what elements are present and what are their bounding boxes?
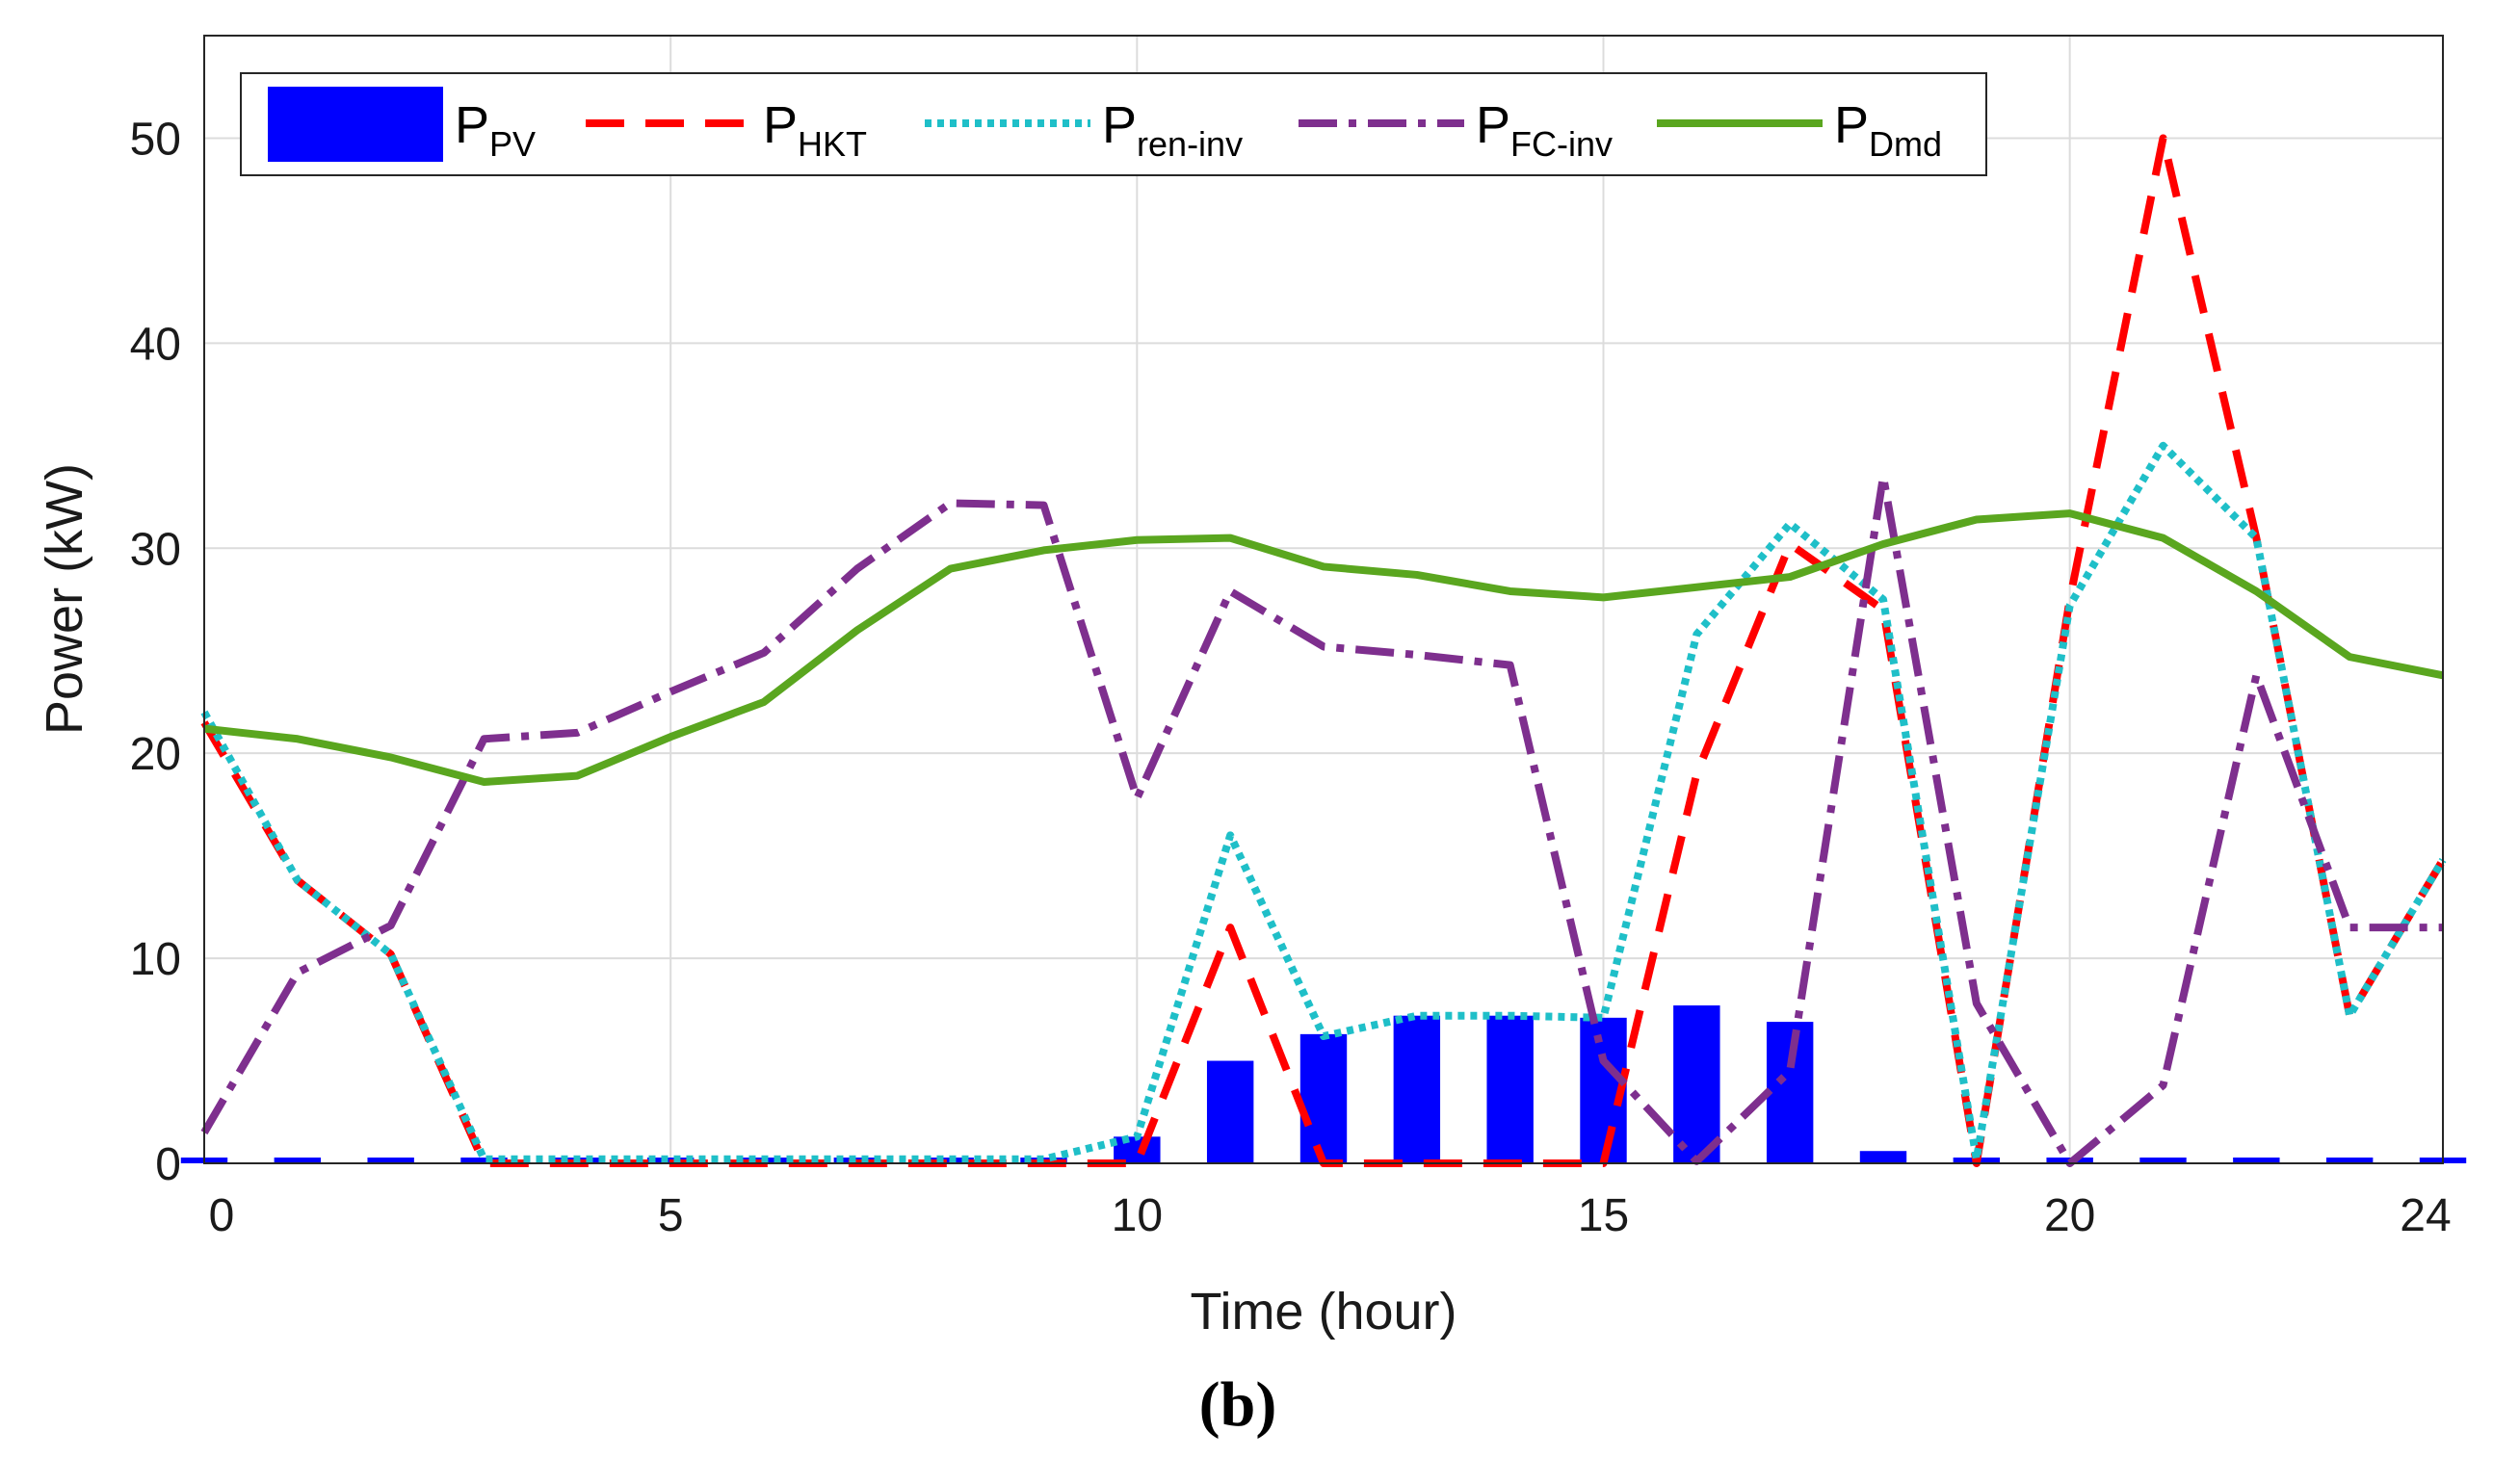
pv-bar bbox=[274, 1158, 322, 1163]
y-axis-label: Power (kW) bbox=[36, 463, 93, 735]
series-line-ren-inv bbox=[200, 441, 2447, 1163]
y-tick-label: 10 bbox=[130, 934, 181, 985]
pv-bar bbox=[2233, 1158, 2280, 1163]
legend-label-ren-inv: Pren-inv bbox=[1102, 96, 1243, 164]
y-tick-label: 0 bbox=[155, 1139, 181, 1190]
plot-frame bbox=[203, 35, 2444, 1164]
series-line-hkt bbox=[200, 134, 2447, 1167]
legend-label-hkt: PHKT bbox=[763, 96, 867, 164]
legend-label-pv: PPV bbox=[455, 96, 536, 164]
figure-caption: (b) bbox=[1199, 1369, 1277, 1440]
y-tick-label: 40 bbox=[130, 319, 181, 370]
legend-label-fc-inv: PFC-inv bbox=[1476, 96, 1613, 164]
pv-bar bbox=[2325, 1158, 2374, 1163]
pv-bar bbox=[1393, 1015, 1441, 1163]
y-tick-label: 50 bbox=[130, 114, 181, 165]
series-line-dmd bbox=[203, 509, 2444, 786]
pv-bar bbox=[1206, 1060, 1254, 1163]
grid-lines bbox=[204, 36, 2443, 1163]
pv-bar bbox=[1299, 1033, 1348, 1163]
pv-bar bbox=[460, 1158, 508, 1163]
pv-bar bbox=[1673, 1005, 1720, 1163]
x-axis-label: Time (hour) bbox=[1190, 1283, 1456, 1341]
x-tick-label: 0 bbox=[209, 1190, 235, 1241]
pv-bar bbox=[1114, 1136, 1161, 1163]
x-tick-label: 10 bbox=[1112, 1190, 1163, 1241]
y-tick-label: 30 bbox=[130, 524, 181, 575]
x-tick-label: 15 bbox=[1578, 1190, 1629, 1241]
x-tick-labels: 0 5 10 15 20 24 bbox=[209, 1190, 2452, 1241]
x-tick-label: 5 bbox=[658, 1190, 684, 1241]
x-tick-label: 20 bbox=[2044, 1190, 2095, 1241]
legend: PPV PHKT Pren-inv PFC-inv PDmd bbox=[240, 72, 1987, 176]
pv-bars bbox=[180, 1005, 2467, 1163]
pv-bar bbox=[2139, 1158, 2187, 1163]
y-tick-labels: 0 10 20 30 40 50 bbox=[130, 114, 181, 1190]
legend-label-dmd: PDmd bbox=[1834, 96, 1942, 164]
x-tick-label: 24 bbox=[2400, 1190, 2451, 1241]
pv-bar bbox=[1859, 1151, 1907, 1163]
y-tick-label: 20 bbox=[130, 729, 181, 780]
pv-bar bbox=[1486, 1015, 1534, 1163]
series-lines bbox=[200, 134, 2447, 1167]
pv-bar bbox=[1766, 1022, 1814, 1163]
legend-swatch-pv bbox=[268, 87, 443, 162]
pv-bar bbox=[367, 1158, 414, 1163]
